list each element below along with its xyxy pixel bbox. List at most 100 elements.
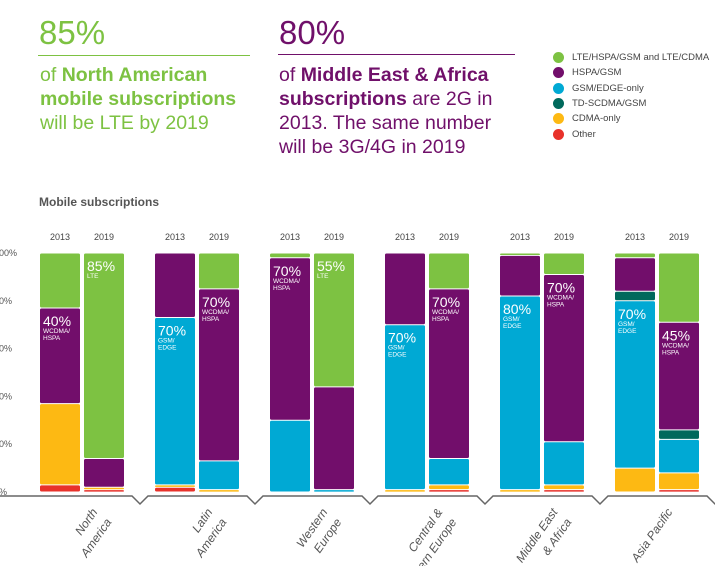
stat-left-text: of North American mobile subscriptions w… — [40, 64, 237, 134]
bar-sub-label: HSPA — [662, 349, 680, 356]
legend-item: HSPA/GSM — [553, 65, 709, 80]
legend-item: CDMA-only — [553, 111, 709, 126]
bar-segment — [270, 258, 310, 420]
bar-segment — [270, 420, 310, 492]
bar-segment — [40, 253, 80, 308]
year-label: 2013 — [625, 232, 645, 242]
bar-segment — [155, 485, 195, 487]
bar-percent-label: 55% — [317, 258, 345, 274]
legend-item: Other — [553, 126, 709, 141]
bar-sub-label: GSM/ — [388, 345, 405, 352]
bar-segment — [155, 253, 195, 318]
year-label: 2019 — [439, 232, 459, 242]
legend: LTE/HSPA/GSM and LTE/CDMA HSPA/GSM GSM/EDG… — [553, 50, 709, 142]
bar-sub-label: HSPA — [547, 302, 565, 309]
legend-item: GSM/EDGE-only — [553, 81, 709, 96]
region-label: Asia Pacific — [628, 506, 676, 566]
bar-segment — [615, 253, 655, 258]
bar-segment — [314, 387, 354, 490]
bar-segment — [615, 258, 655, 291]
bar-sub-label: LTE — [87, 273, 99, 280]
bar-segment — [615, 468, 655, 492]
year-label: 2019 — [209, 232, 229, 242]
bar-sub-label: EDGE — [388, 352, 407, 359]
year-label: 2019 — [554, 232, 574, 242]
legend-swatch — [553, 67, 564, 79]
bar-percent-label: 80% — [503, 301, 531, 317]
bar-sub-label: EDGE — [158, 345, 177, 352]
bar-percent-label: 70% — [618, 306, 646, 322]
bar-sub-label: WCDMA/ — [202, 309, 229, 316]
bar-segment — [544, 275, 584, 442]
y-tick-label: 60% — [0, 344, 12, 354]
bar-segment — [544, 253, 584, 275]
legend-swatch — [553, 82, 564, 94]
bar-sub-label: EDGE — [503, 323, 522, 330]
chart-title: Mobile subscriptions — [39, 195, 160, 209]
bar-percent-label: 70% — [547, 280, 575, 296]
bar-segment — [385, 253, 425, 325]
bar-percent-label: 70% — [388, 330, 416, 346]
year-label: 2013 — [510, 232, 530, 242]
bar-segment — [155, 487, 195, 492]
bar-sub-label: HSPA — [273, 285, 291, 292]
bar-sub-label: WCDMA/ — [432, 309, 459, 316]
bar-sub-label: LTE — [317, 273, 329, 280]
bar-segment — [500, 296, 540, 490]
bar-percent-label: 70% — [158, 323, 186, 339]
bar-segment — [500, 255, 540, 296]
bar-percent-label: 70% — [273, 263, 301, 279]
bar-segment — [544, 442, 584, 485]
legend-label: Other — [572, 128, 596, 140]
year-label: 2019 — [324, 232, 344, 242]
legend-item: LTE/HSPA/GSM and LTE/CDMA — [553, 50, 709, 65]
bar-sub-label: WCDMA/ — [273, 278, 300, 285]
bar-segment — [314, 253, 354, 387]
stat-left-value: 85% — [39, 14, 106, 51]
bar-segment — [429, 289, 469, 459]
bar-percent-label: 85% — [87, 258, 115, 274]
bar-segment — [429, 253, 469, 289]
bar-percent-label: 45% — [662, 327, 690, 343]
y-tick-label: 0% — [0, 487, 7, 497]
bar-segment — [659, 430, 699, 439]
bar-segment — [615, 301, 655, 468]
legend-swatch — [553, 52, 564, 64]
bar-sub-label: GSM/ — [158, 338, 175, 345]
bar-sub-label: HSPA — [43, 335, 61, 342]
bar-percent-label: 70% — [202, 294, 230, 310]
bar-segment — [84, 490, 124, 492]
year-label: 2013 — [395, 232, 415, 242]
y-tick-label: 20% — [0, 439, 12, 449]
bar-segment — [199, 289, 239, 461]
bar-percent-label: 40% — [43, 313, 71, 329]
axis-baseline — [0, 495, 715, 506]
legend-label: TD-SCDMA/GSM — [572, 98, 647, 110]
bar-sub-label: GSM/ — [618, 321, 635, 328]
legend-label: LTE/HSPA/GSM and LTE/CDMA — [572, 52, 710, 64]
bar-segment — [314, 490, 354, 492]
bar-segment — [429, 485, 469, 490]
legend-label: GSM/EDGE-only — [572, 82, 644, 94]
bar-segment — [270, 253, 310, 258]
bar-segment — [40, 308, 80, 404]
legend-label: CDMA-only — [572, 113, 621, 125]
bar-segment — [659, 490, 699, 492]
bar-segment — [40, 404, 80, 485]
bar-segment — [544, 485, 584, 490]
bar-segment — [84, 253, 124, 459]
bar-percent-label: 70% — [432, 294, 460, 310]
bar-sub-label: HSPA — [432, 316, 450, 323]
bar-segment — [84, 459, 124, 487]
y-tick-label: 40% — [0, 391, 12, 401]
legend-swatch — [553, 98, 564, 110]
stat-left-rule — [38, 55, 250, 56]
y-tick-label: 80% — [0, 296, 12, 306]
legend-item: TD-SCDMA/GSM — [553, 96, 709, 111]
year-label: 2013 — [280, 232, 300, 242]
bar-segment — [659, 322, 699, 430]
bar-sub-label: GSM/ — [503, 316, 520, 323]
bar-sub-label: WCDMA/ — [43, 328, 70, 335]
bar-sub-label: HSPA — [202, 316, 220, 323]
bar-segment — [500, 253, 540, 255]
